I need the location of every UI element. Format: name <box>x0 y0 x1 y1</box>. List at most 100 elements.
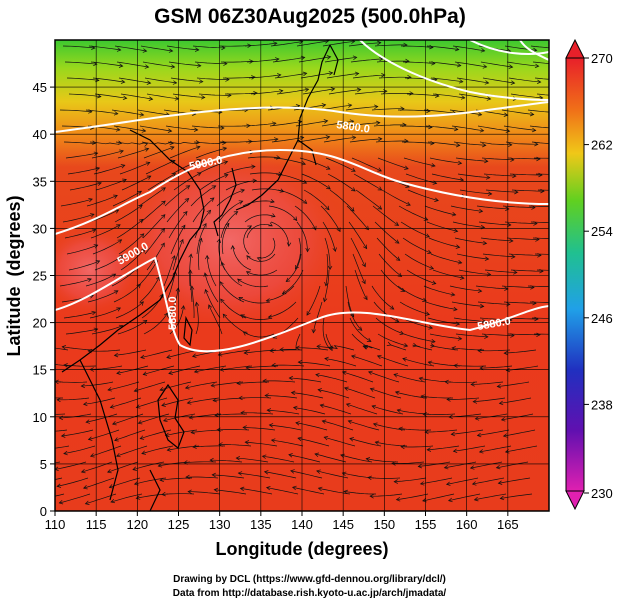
chart-title: GSM 06Z30Aug2025 (500.0hPa) <box>154 5 466 28</box>
streamline-arrow <box>240 314 245 319</box>
streamline <box>432 269 464 279</box>
contour-5800-north <box>55 101 549 133</box>
streamline-arrow <box>114 209 120 214</box>
streamline <box>165 125 198 131</box>
streamline <box>189 254 192 287</box>
streamline <box>88 45 121 51</box>
streamline <box>240 488 273 495</box>
streamline <box>453 141 486 146</box>
streamline-arrow <box>271 121 277 126</box>
streamline-arrow <box>363 345 369 350</box>
streamline-arrow <box>82 401 88 407</box>
streamline-arrow <box>412 342 418 348</box>
streamline <box>532 237 549 239</box>
streamline-arrow <box>450 431 456 437</box>
streamline <box>166 45 199 51</box>
streamline-arrow <box>138 204 143 209</box>
streamline <box>267 409 300 415</box>
streamline <box>216 189 245 207</box>
streamline <box>265 395 298 399</box>
streamline <box>117 320 148 335</box>
streamline-arrow <box>321 419 327 424</box>
streamline <box>94 93 127 99</box>
streamline <box>328 89 361 95</box>
streamline <box>249 172 282 175</box>
streamline-arrow <box>186 400 192 405</box>
streamline-arrow <box>470 382 475 387</box>
streamline-arrow <box>144 147 150 152</box>
streamline-arrow <box>377 167 382 172</box>
streamline-arrow <box>113 290 119 295</box>
x-tick-label: 165 <box>497 517 519 532</box>
streamline <box>354 90 387 95</box>
streamline-arrow <box>343 386 349 391</box>
streamline-arrow <box>478 208 484 214</box>
streamline <box>501 285 535 288</box>
streamline <box>474 493 507 501</box>
streamline <box>344 387 376 399</box>
streamline <box>508 77 541 83</box>
streamline-arrow <box>170 64 176 69</box>
streamline-arrow <box>324 356 329 362</box>
streamline-arrow <box>208 304 213 309</box>
streamline-arrow <box>160 214 166 219</box>
streamline <box>140 429 172 440</box>
colorbar-bar <box>565 57 585 492</box>
streamline <box>371 405 404 415</box>
streamline <box>270 41 303 47</box>
streamline <box>167 141 200 145</box>
streamline-arrow <box>185 185 191 190</box>
streamline-arrow <box>133 388 139 393</box>
streamline <box>355 189 382 210</box>
streamline <box>400 125 433 128</box>
streamline <box>314 453 347 463</box>
streamline <box>431 173 464 181</box>
streamline-arrow <box>364 225 369 231</box>
streamline-arrow <box>297 436 302 442</box>
streamline-arrow <box>447 497 453 503</box>
streamline <box>168 61 201 67</box>
streamline-arrow <box>302 199 308 204</box>
streamline <box>531 141 549 144</box>
streamline <box>55 413 66 415</box>
streamline <box>455 333 488 338</box>
streamline <box>143 312 168 335</box>
streamline <box>86 195 118 207</box>
streamline <box>351 355 383 367</box>
streamline-arrow <box>145 161 151 166</box>
streamline <box>92 77 125 83</box>
contour-top <box>359 40 549 101</box>
streamline-arrow <box>354 71 360 76</box>
credit-dcl: Drawing by DCL (https://www.gfd-dennou.o… <box>173 574 446 585</box>
streamline <box>65 152 98 159</box>
streamline <box>238 297 271 304</box>
colorbar-ticks: 270 262 254 246 238 230 <box>584 51 613 501</box>
streamline-arrow <box>431 280 437 285</box>
streamline <box>55 477 63 480</box>
streamline <box>507 157 541 160</box>
streamline-arrow <box>56 397 61 403</box>
streamline-arrow <box>559 301 563 305</box>
coast-taiwan <box>183 315 193 347</box>
streamline <box>297 136 330 143</box>
streamline <box>444 461 477 469</box>
streamline-arrow <box>164 432 170 437</box>
streamline <box>219 444 252 447</box>
streamline-arrow <box>136 283 141 289</box>
streamline <box>506 237 540 240</box>
streamline-arrow <box>563 333 567 337</box>
streamline-arrow <box>453 363 458 368</box>
streamline <box>373 301 399 323</box>
streamline <box>274 72 307 79</box>
streamline <box>345 106 378 111</box>
streamline-arrow <box>222 313 228 319</box>
streamline-arrow <box>204 288 209 294</box>
streamline-arrow <box>271 362 276 368</box>
x-tick-label: 140 <box>291 517 313 532</box>
streamline-arrow <box>290 390 296 396</box>
streamline <box>114 204 143 223</box>
streamline <box>380 92 414 95</box>
streamline <box>171 159 201 175</box>
streamline-arrow <box>457 260 463 265</box>
streamline-arrow <box>369 387 375 392</box>
